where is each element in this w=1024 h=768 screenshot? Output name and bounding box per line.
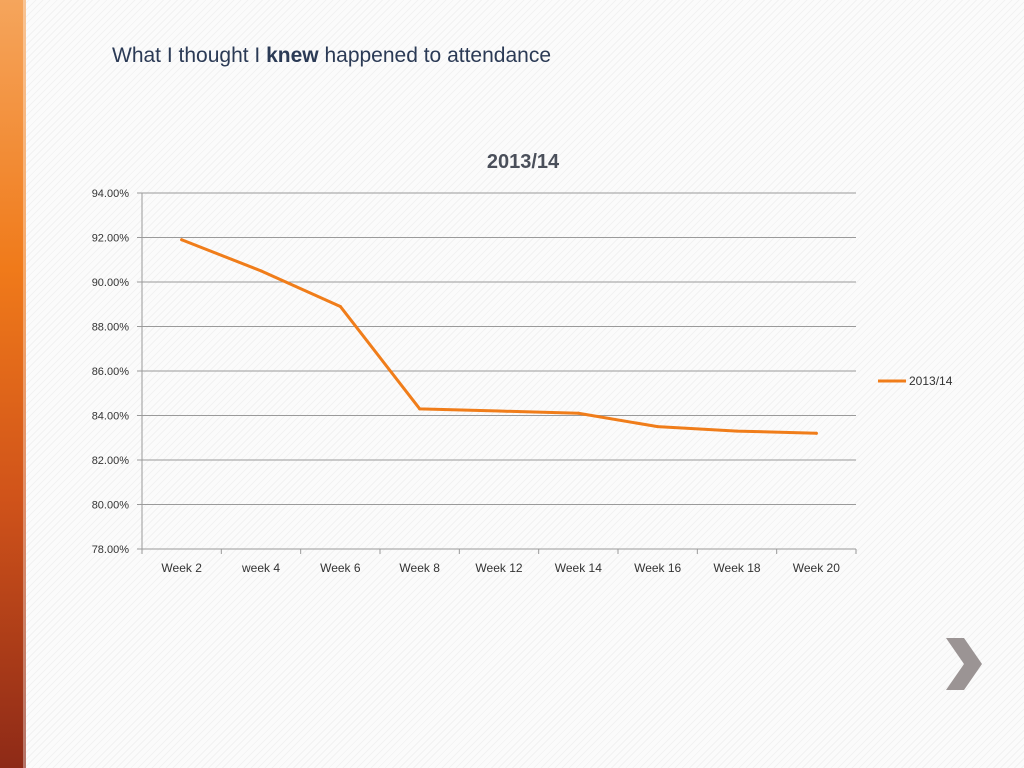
chart-title: 2013/14 [487,151,560,173]
x-tick-label: Week 12 [475,561,522,575]
slide-title: What I thought I knew happened to attend… [112,44,551,68]
data-point [656,425,660,429]
title-part-2: happened to attendance [318,44,551,67]
legend-label: 2013/14 [909,374,953,388]
x-tick-label: week 4 [241,561,280,575]
series-line [180,238,818,435]
title-bold-word: knew [266,44,319,67]
y-tick-label: 90.00% [92,277,130,289]
x-tick-label: Week 16 [634,561,681,575]
x-tick-label: Week 8 [399,561,440,575]
data-point [735,429,739,433]
x-tick-label: Week 14 [555,561,602,575]
y-tick-label: 94.00% [92,188,130,200]
data-point [180,238,184,242]
data-point [338,304,342,308]
x-tick-label: Week 2 [161,561,202,575]
y-tick-label: 88.00% [92,322,130,334]
y-tick-label: 80.00% [92,500,130,512]
data-point [576,411,580,415]
y-tick-label: 78.00% [92,544,130,556]
y-tick-label: 82.00% [92,455,130,467]
y-tick-label: 92.00% [92,233,130,245]
chevron-right-icon[interactable] [944,636,984,692]
x-tick-label: Week 18 [713,561,760,575]
side-accent-bar [0,0,26,768]
data-point [814,431,818,435]
y-tick-label: 86.00% [92,366,130,378]
data-point [259,269,263,273]
title-part-1: What I thought I [112,44,267,67]
data-point [497,409,501,413]
x-tick-label: Week 20 [793,561,840,575]
y-tick-label: 84.00% [92,411,130,423]
x-tick-label: Week 6 [320,561,361,575]
data-point [418,407,422,411]
